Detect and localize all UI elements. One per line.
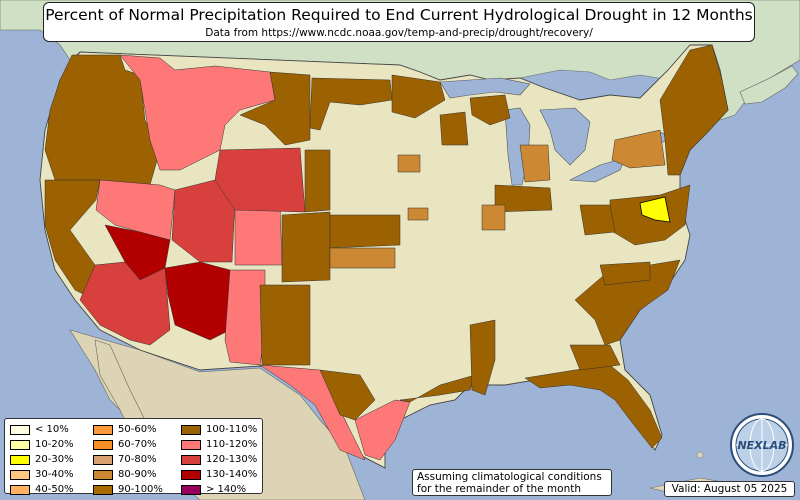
legend-item: 60-70%	[93, 437, 163, 452]
map-title: Percent of Normal Precipitation Required…	[45, 6, 753, 24]
globe-logo-icon: NEXLAB	[730, 413, 794, 477]
region-missouri-small	[407, 207, 429, 221]
legend-item: 100-110%	[181, 422, 257, 437]
legend-swatch	[93, 484, 113, 495]
legend-label: 20-30%	[35, 454, 74, 465]
legend: < 10% 10-20% 20-30% 30-40% 40-50% 50-60% 60-7…	[4, 418, 263, 497]
lake-huron	[539, 107, 591, 166]
region-tennessee	[579, 204, 616, 236]
region-new-mexico	[224, 269, 266, 366]
legend-label: 30-40%	[35, 469, 74, 480]
region-kansas-orange	[329, 247, 396, 269]
legend-item: 70-80%	[93, 452, 163, 467]
region-maryland	[639, 196, 671, 223]
region-idaho-montana	[119, 54, 276, 171]
region-michigan-up	[469, 94, 511, 126]
legend-column-2: 50-60% 60-70% 70-80% 80-90% 90-100%	[93, 422, 163, 497]
region-minnesota	[391, 74, 446, 119]
legend-swatch	[93, 469, 113, 480]
legend-item: 130-140%	[181, 467, 257, 482]
region-central-texas	[319, 369, 376, 421]
region-tennessee-east	[599, 261, 651, 286]
region-georgia	[569, 344, 621, 371]
region-iowa	[481, 204, 506, 231]
region-mississippi	[469, 319, 496, 396]
region-kansas-east	[329, 214, 401, 249]
region-texas-coast	[354, 399, 411, 461]
region-northeast	[659, 44, 729, 176]
region-indiana	[519, 144, 551, 183]
legend-label: < 10%	[35, 424, 69, 435]
legend-label: > 140%	[206, 484, 247, 495]
legend-label: 60-70%	[118, 439, 157, 450]
legend-swatch	[10, 439, 30, 450]
legend-swatch	[181, 424, 201, 435]
legend-item: 110-120%	[181, 437, 257, 452]
valid-date: Valid: August 05 2025	[664, 481, 795, 497]
legend-label: 40-50%	[35, 484, 74, 495]
legend-column-3: 100-110% 110-120% 120-130% 130-140% > 140%	[181, 422, 257, 497]
legend-label: 90-100%	[118, 484, 163, 495]
legend-swatch	[93, 424, 113, 435]
legend-column-1: < 10% 10-20% 20-30% 30-40% 40-50%	[10, 422, 74, 497]
legend-item: > 140%	[181, 482, 257, 497]
region-montana-east	[239, 71, 311, 146]
legend-item: 90-100%	[93, 482, 163, 497]
legend-label: 110-120%	[206, 439, 258, 450]
region-wisconsin	[439, 111, 469, 146]
legend-label: 70-80%	[118, 454, 157, 465]
legend-swatch	[93, 439, 113, 450]
note-line-1: Assuming climatological conditions	[417, 471, 602, 483]
legend-item: 120-130%	[181, 452, 257, 467]
legend-label: 120-130%	[206, 454, 258, 465]
region-southern-california	[79, 261, 171, 346]
note-line-2: for the remainder of the month	[417, 483, 582, 495]
region-panhandle	[259, 284, 311, 366]
region-new-york	[611, 129, 666, 169]
legend-item: 50-60%	[93, 422, 163, 437]
legend-label: 50-60%	[118, 424, 157, 435]
lake-superior	[439, 77, 531, 99]
legend-label: 10-20%	[35, 439, 74, 450]
legend-swatch	[181, 439, 201, 450]
region-ohio	[494, 184, 553, 213]
legend-item: 40-50%	[10, 482, 74, 497]
logo-text: NEXLAB	[737, 439, 786, 452]
region-arizona	[164, 261, 231, 341]
legend-swatch	[181, 484, 201, 495]
legend-swatch	[10, 469, 30, 480]
region-wyoming	[214, 147, 306, 213]
legend-label: 100-110%	[206, 424, 258, 435]
legend-label: 130-140%	[206, 469, 258, 480]
legend-item: 10-20%	[10, 437, 74, 452]
mexico	[69, 329, 366, 500]
region-kansas	[281, 211, 331, 283]
legend-swatch	[181, 454, 201, 465]
nova-scotia	[739, 65, 799, 105]
title-box: Percent of Normal Precipitation Required…	[43, 2, 755, 42]
legend-swatch	[93, 454, 113, 465]
region-north-dakota	[309, 77, 393, 131]
legend-label: 80-90%	[118, 469, 157, 480]
region-south-dakota	[304, 149, 331, 213]
legend-swatch	[10, 424, 30, 435]
legend-swatch	[10, 454, 30, 465]
region-iowa-small	[397, 154, 421, 173]
legend-item: 80-90%	[93, 467, 163, 482]
legend-item: 20-30%	[10, 452, 74, 467]
map-subtitle: Data from https://www.ncdc.noaa.gov/temp…	[205, 27, 593, 39]
legend-swatch	[10, 484, 30, 495]
legend-item: 30-40%	[10, 467, 74, 482]
legend-swatch	[181, 469, 201, 480]
legend-item: < 10%	[10, 422, 74, 437]
assumption-note: Assuming climatological conditions for t…	[412, 469, 612, 496]
bahamas	[696, 451, 704, 459]
